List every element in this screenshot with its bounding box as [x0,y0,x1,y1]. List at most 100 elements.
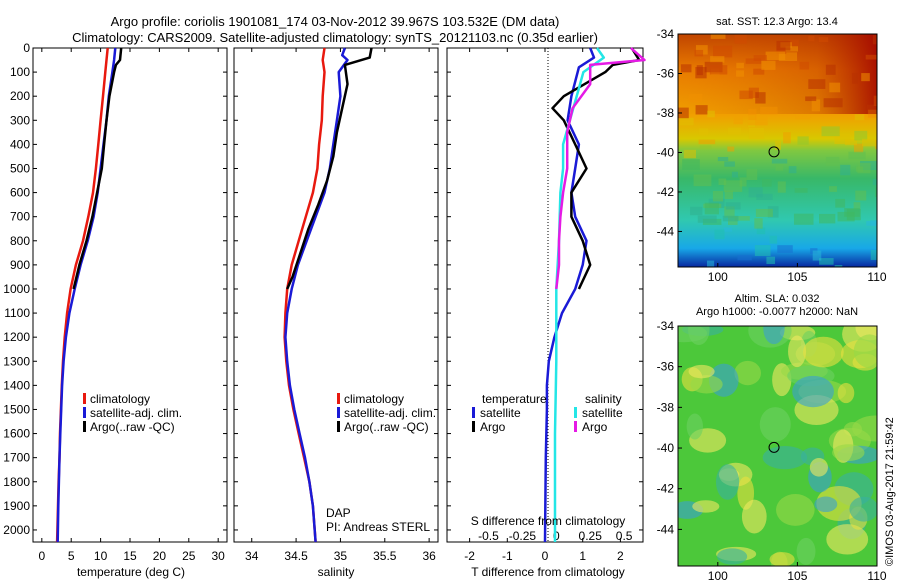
sst-texture-cell [718,178,727,186]
series-line-argo [555,47,646,290]
sst-texture-cell [698,139,716,145]
figure-title-line1: Argo profile: coriolis 1901081_174 03-No… [111,14,560,29]
x-top-tick-label: -0.5 [478,529,499,543]
sst-texture-cell [713,45,733,58]
legend-climatology-label: climatology [90,392,150,406]
depth-tick-label: 1000 [3,282,30,296]
difference-top-label: S difference from climatology [471,514,626,528]
sst-texture-cell [682,159,700,170]
sst-texture-cell [799,61,810,70]
map-y-tick-label: -34 [657,319,675,333]
depth-tick-label: 800 [10,234,30,248]
sla-texture-blob [814,496,838,513]
sla-map-frame [677,325,878,567]
sst-texture-cell [785,46,799,52]
sst-texture-cell [748,108,757,121]
sla-texture-blob [853,334,877,368]
sst-texture-cell [753,68,765,75]
sst-texture-cell [837,211,855,222]
sla-argo-location-marker [768,441,780,453]
legend-argo-swatch [83,421,86,432]
sst-texture-cell [848,151,866,160]
depth-tick-label: 1600 [3,427,30,441]
sst-texture-cell [851,72,859,84]
sst-texture-cell [706,260,715,267]
legend-satellite-label: satellite-adj. clim. [90,406,182,420]
sst-texture-cell [748,187,763,198]
sst-texture-cell [865,54,877,60]
sst-texture-cell [857,163,871,174]
x-top-tick-label: 0.5 [616,529,633,543]
sla-texture-blob [759,407,791,442]
legend-temp-satellite-swatch [472,407,475,418]
sst-texture-cell [771,158,788,164]
sst-texture-cell [774,140,782,150]
sst-texture-cell [760,106,778,115]
sla-texture-blob [688,326,710,346]
sla-texture-blob [717,548,748,565]
sst-x-axis: 100 105 110 [708,263,887,284]
legend-argo-label: Argo(..raw -QC) [344,420,429,434]
map-y-tick-label: -38 [657,106,675,120]
salinity-lines [283,47,373,543]
sst-texture-cell [710,56,725,63]
sst-texture-cell [797,136,809,145]
sla-texture-blob [837,382,855,404]
sst-texture-cell [872,35,877,45]
sst-texture-cell [783,132,791,144]
sla-texture-blob [762,446,808,470]
sst-texture-cell [679,117,694,126]
sst-texture-cell [777,181,786,193]
sst-texture-cell [698,128,708,136]
map-x-tick-label: 105 [787,270,807,284]
sst-texture-cell [844,139,857,146]
sst-map-title: sat. SST: 12.3 Argo: 13.4 [716,16,838,28]
sla-texture-blob [796,537,816,565]
sst-texture-cell [875,187,877,197]
sst-texture-cell [748,114,768,126]
map-x-tick-label: 105 [787,569,807,580]
sst-texture-cell [875,140,877,150]
sst-texture-cell [680,64,692,73]
depth-tick-label: 1500 [3,402,30,416]
map-y-tick-label: -44 [657,522,675,536]
x-tick-label: -1 [502,549,513,563]
legend-temp-argo-swatch [472,421,475,432]
temperature-lines [55,47,123,543]
sst-texture-cell [793,213,814,225]
sst-texture-cell [870,220,877,226]
legend-climatology-label: climatology [344,392,404,406]
x-tick-label: 10 [94,549,108,563]
sst-texture-cell [697,215,717,223]
depth-tick-label: 400 [10,137,30,151]
salinity-annotation-dap: DAP [326,506,351,520]
map-y-tick-label: -40 [657,145,675,159]
depth-tick-label: 700 [10,210,30,224]
sst-texture-cell [765,51,786,61]
sst-texture-cell [745,58,762,64]
depth-tick-label: 0 [23,41,30,55]
series-line-argo-raw-qc- [286,47,373,290]
sst-texture-cell [694,49,704,57]
sst-texture-cell [739,90,753,100]
x-tick-label: 36 [422,549,436,563]
sla-texture-blob [849,496,877,522]
sst-texture-cell [777,245,793,253]
sla-texture-blob [690,375,723,394]
x-tick-label: 35 [334,549,348,563]
sst-texture-cell [840,164,851,176]
sst-texture-cell [872,179,877,185]
sla-map-title-line1: Altim. SLA: 0.032 [735,293,820,305]
x-tick-label: 0 [542,549,549,563]
sst-texture-cell [678,107,689,119]
x-tick-label: 25 [182,549,196,563]
sst-texture-cell [794,187,808,193]
series-line-satellite [543,47,596,543]
sla-texture-blob [769,552,795,566]
x-top-tick-label: -0.25 [509,529,537,543]
x-tick-label: 2 [617,549,624,563]
sla-texture-blob [803,336,844,368]
map-y-tick-label: -42 [657,185,675,199]
sla-x-axis: 100 105 110 [708,562,887,580]
sla-texture-blob [809,458,828,477]
